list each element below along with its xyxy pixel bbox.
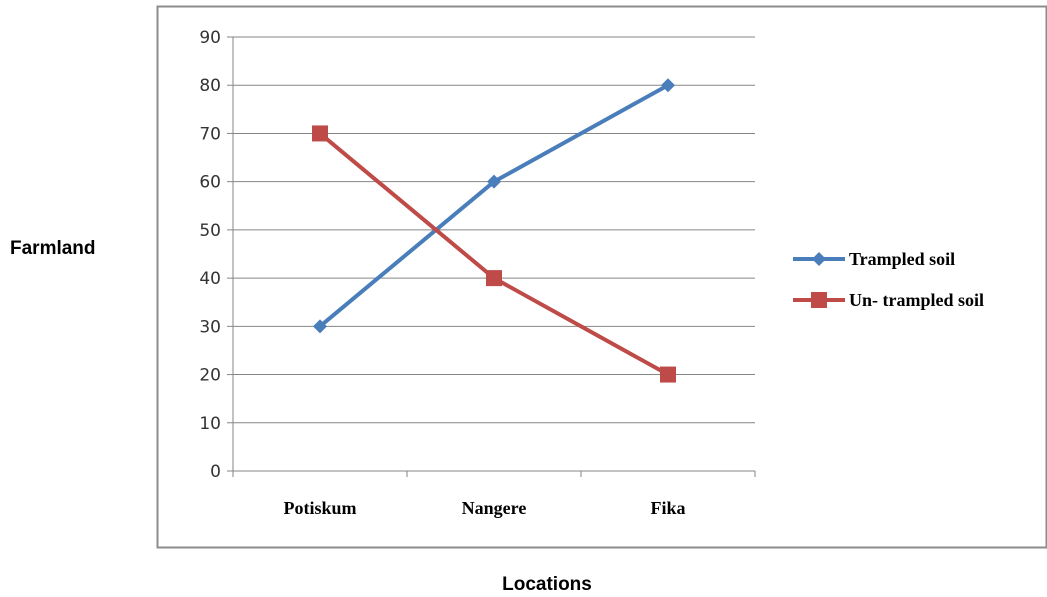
series-1 (313, 78, 675, 334)
legend-marker (811, 292, 827, 308)
legend-label: Un- trampled soil (849, 290, 984, 310)
y-tick-label: 50 (199, 221, 221, 241)
axes (227, 36, 756, 477)
y-tick-label: 30 (199, 317, 221, 337)
y-tick-labels: 0 10 20 30 40 50 60 70 80 90 (199, 28, 221, 482)
x-tick-labels: Potiskum Nangere Fika (283, 498, 685, 518)
data-point (312, 125, 328, 142)
x-axis-label: Locations (502, 574, 592, 595)
y-tick-label: 0 (210, 462, 221, 482)
series-2 (312, 125, 676, 383)
data-point (661, 78, 675, 93)
x-tick-label: Potiskum (283, 498, 356, 518)
data-point (660, 366, 676, 383)
y-tick-label: 70 (199, 124, 221, 144)
legend: Trampled soil Un- trampled soil (793, 249, 984, 310)
legend-label: Trampled soil (849, 249, 955, 269)
y-tick-label: 80 (199, 76, 221, 96)
series-lines (312, 78, 676, 383)
legend-item: Un- trampled soil (793, 290, 984, 310)
legend-item: Trampled soil (793, 249, 955, 269)
chart-area-border (156, 5, 1047, 549)
data-point (313, 319, 327, 334)
y-tick-label: 10 (199, 414, 221, 434)
data-point (486, 270, 502, 287)
y-axis-label: Farmland (10, 238, 96, 259)
x-tick-label: Nangere (462, 498, 527, 518)
data-point (487, 174, 501, 189)
x-tick-label: Fika (650, 498, 685, 518)
legend-marker (812, 252, 826, 266)
y-tick-label: 90 (199, 28, 221, 48)
y-tick-label: 60 (199, 173, 221, 193)
y-tick-label: 40 (199, 269, 221, 289)
y-tick-label: 20 (199, 366, 221, 386)
